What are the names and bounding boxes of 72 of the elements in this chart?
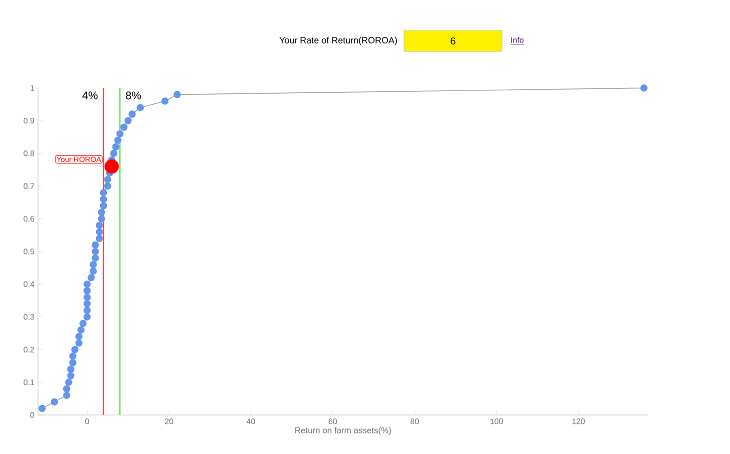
point <box>84 294 91 301</box>
point <box>88 274 95 282</box>
x-tick-label: 120 <box>572 418 585 424</box>
point <box>120 124 128 131</box>
point <box>96 222 104 229</box>
point <box>98 215 106 222</box>
x-tick-label: 60 <box>328 418 337 424</box>
y-tick-label: 1 <box>30 85 34 91</box>
y-tick-label: 0.4 <box>24 281 34 288</box>
y-tick-label: 0.9 <box>24 118 34 124</box>
y-tick-label: 0.6 <box>24 216 34 222</box>
point <box>77 326 85 334</box>
y-tick-label: 0 <box>30 412 34 418</box>
point <box>116 130 124 138</box>
point <box>69 359 76 366</box>
point <box>75 332 83 340</box>
x-tick-label: 20 <box>164 418 174 424</box>
y-tick-label: 0.3 <box>24 314 34 320</box>
point <box>92 254 99 262</box>
point <box>174 90 181 98</box>
ref-line-label: 4% <box>82 92 98 100</box>
point <box>90 260 97 268</box>
point <box>96 228 104 236</box>
point <box>100 196 108 203</box>
point <box>84 306 91 314</box>
x-axis-title: Return on farm assets(%) <box>295 427 391 435</box>
point <box>100 189 108 196</box>
x-tick-label: 80 <box>410 418 419 424</box>
point <box>65 378 72 386</box>
point <box>84 300 91 308</box>
point <box>104 176 112 184</box>
y-tick-label: 0.1 <box>24 379 34 386</box>
x-tick-label: 40 <box>246 418 256 424</box>
point <box>84 280 91 288</box>
x-tick-label: 0 <box>85 418 90 424</box>
point <box>104 182 112 190</box>
point <box>98 208 106 216</box>
point <box>92 241 99 249</box>
point <box>75 339 83 347</box>
point <box>114 136 122 144</box>
point <box>67 366 74 373</box>
y-tick-label: 0.2 <box>24 346 34 352</box>
point <box>79 320 87 328</box>
point <box>67 372 74 380</box>
point <box>161 97 169 105</box>
point <box>112 143 120 150</box>
point <box>124 117 132 124</box>
point <box>104 159 119 174</box>
point <box>71 346 78 354</box>
y-tick-label: 0.7 <box>24 183 34 189</box>
point <box>100 202 108 210</box>
point <box>640 84 648 92</box>
x-tick-label: 100 <box>490 418 503 424</box>
point <box>63 385 70 392</box>
point <box>110 150 118 157</box>
point <box>38 404 46 412</box>
point <box>136 104 144 112</box>
point <box>92 248 99 256</box>
point <box>63 392 70 399</box>
y-tick-label: 0.8 <box>24 150 34 156</box>
point <box>84 313 91 320</box>
point <box>128 110 136 118</box>
ref-line-label: 8% <box>126 92 141 100</box>
chart-title: Your Rate of Return(ROROA) <box>279 36 397 46</box>
y-tick-label: 0.5 <box>24 248 34 254</box>
point <box>96 234 104 242</box>
text: Info <box>511 37 524 43</box>
point <box>84 287 91 294</box>
point <box>50 398 58 406</box>
point <box>90 268 97 275</box>
point <box>69 352 76 360</box>
text: 6 <box>450 37 456 45</box>
